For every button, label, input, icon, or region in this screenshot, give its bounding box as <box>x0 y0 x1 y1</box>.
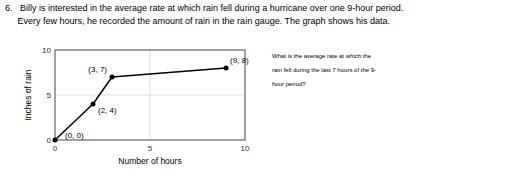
data-label: (2, 4) <box>98 106 117 115</box>
grid-line <box>55 95 245 96</box>
point <box>53 138 58 143</box>
x-axis-label: Number of hours <box>118 156 181 166</box>
point <box>224 66 229 71</box>
tick-label: 10 <box>241 144 250 153</box>
line <box>55 68 226 140</box>
tick-label: 5 <box>47 91 52 100</box>
annotation: What is the average rate at which the rai… <box>272 53 376 87</box>
data-group <box>53 66 229 143</box>
annotation-line: hour period? <box>272 81 306 87</box>
tick-label: 0 <box>47 136 52 145</box>
data-label: (0, 0) <box>65 131 84 140</box>
tick-label: 0 <box>53 144 58 153</box>
title: 6. Billy is interested in the average ra… <box>5 3 403 13</box>
y-axis-label: Inches of rain <box>23 69 33 120</box>
plot-frame <box>55 50 245 140</box>
data-label: (3, 7) <box>88 65 107 74</box>
annotation-line: What is the average rate at which the <box>272 53 372 59</box>
point <box>110 75 115 80</box>
tick-label: 10 <box>42 46 51 55</box>
data-label: (9, 8) <box>230 56 249 65</box>
annotation-line: rain fell during the last 7 hours of the… <box>272 67 376 73</box>
tick-label: 5 <box>148 144 153 153</box>
point <box>91 102 96 107</box>
subtitle: Every few hours, he recorded the amount … <box>5 16 390 26</box>
grid <box>55 50 245 140</box>
